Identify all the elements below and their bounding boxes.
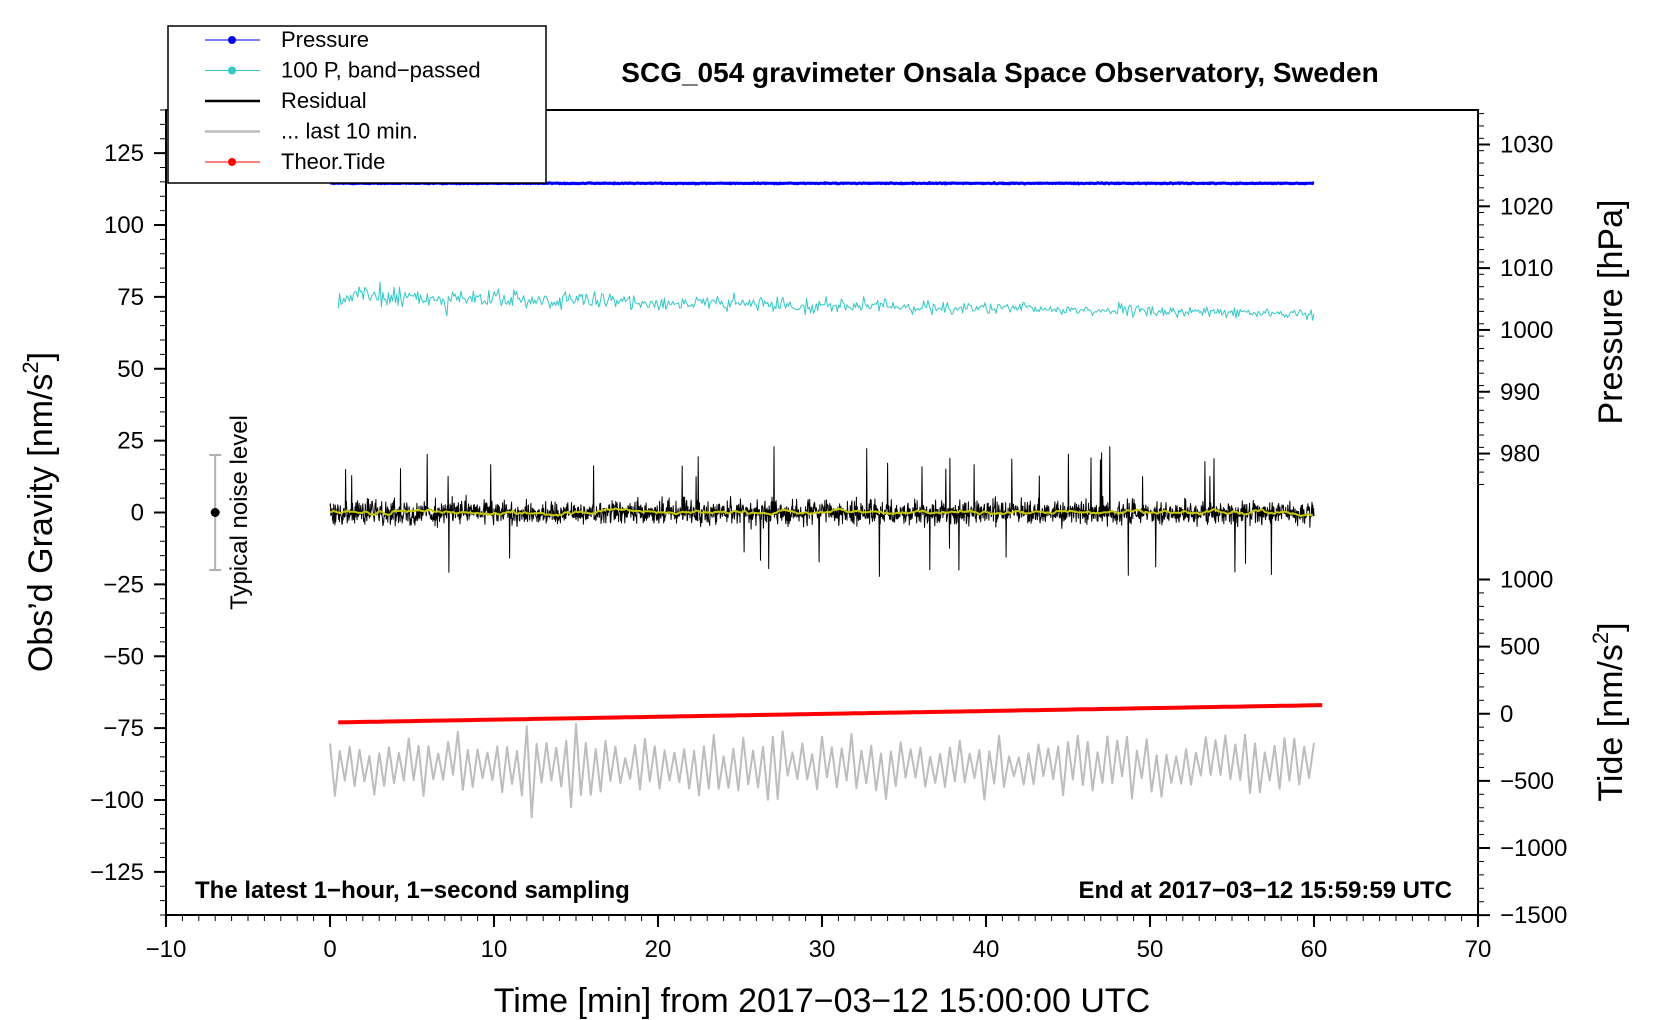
y-tick-label: −25 (103, 571, 144, 598)
tide-tick-label: 500 (1500, 634, 1540, 661)
legend-label: Pressure (281, 27, 369, 52)
series-pressure-bandpassed (337, 281, 1315, 321)
chart-title: SCG_054 gravimeter Onsala Space Observat… (621, 57, 1378, 88)
y-tick-label: −100 (90, 787, 144, 814)
y-title-tide-sup: 2 (1588, 632, 1613, 644)
x-tick-label: 0 (323, 936, 336, 963)
legend-label: ... last 10 min. (281, 119, 418, 144)
y-axis-gravity: 125 100 75 50 25 0 −25 −50 −75 −100 −125 (90, 109, 166, 916)
pressure-tick-label: 1030 (1500, 132, 1553, 159)
tide-tick-label: −1000 (1500, 835, 1567, 862)
y-title-gravity-sup: 2 (18, 361, 43, 373)
y-title-tide-main: Tide [nm/s (1592, 644, 1630, 801)
noise-indicator: Typical noise level (209, 415, 253, 610)
x-tick-label: −10 (146, 936, 187, 963)
pressure-tick-label: 990 (1500, 379, 1540, 406)
x-tick-label: 10 (481, 936, 508, 963)
y-tick-label: 125 (104, 140, 144, 167)
legend: Pressure 100 P, band−passed Residual ... la… (167, 25, 547, 184)
legend-marker (228, 66, 236, 75)
y-axis-tide: 1000 500 0 −500 −1000 −1500 (1478, 566, 1567, 929)
x-tick-label: 60 (1301, 936, 1328, 963)
y-axis-title-tide: Tide [nm/s2] (1588, 622, 1630, 801)
tide-tick-label: −1500 (1500, 902, 1567, 929)
x-tick-label: 40 (973, 936, 1000, 963)
legend-label: Theor.Tide (281, 149, 385, 174)
noise-level-label: Typical noise level (226, 415, 253, 610)
y-tick-label: 0 (131, 500, 144, 527)
legend-marker (228, 36, 236, 44)
sampling-note: The latest 1−hour, 1−second sampling (195, 877, 630, 904)
y-title-gravity-end: ] (22, 352, 60, 361)
x-axis-title: Time [min] from 2017−03−12 15:00:00 UTC (494, 982, 1150, 1020)
y-tick-label: −50 (103, 643, 144, 670)
x-tick-label: 30 (809, 936, 836, 963)
legend-label: 100 P, band−passed (281, 58, 481, 83)
y-tick-label: 50 (117, 356, 144, 383)
y-tick-label: −75 (103, 715, 144, 742)
x-axis: −10 0 10 20 30 40 50 60 70 (146, 915, 1492, 963)
legend-box (167, 25, 547, 184)
series-residual-smoothed (329, 507, 1313, 518)
y-tick-label: 100 (104, 212, 144, 239)
tide-tick-label: −500 (1500, 768, 1554, 795)
pressure-tick-label: 1020 (1500, 193, 1553, 220)
y-axis-pressure: 1030 1020 1010 1000 990 980 (1478, 113, 1553, 485)
x-tick-label: 70 (1465, 936, 1492, 963)
legend-marker (228, 158, 236, 166)
tide-tick-label: 1000 (1500, 566, 1553, 593)
y-title-tide-end: ] (1592, 622, 1630, 631)
tide-tick-label: 0 (1500, 701, 1513, 728)
y-axis-title-pressure: Pressure [hPa] (1592, 200, 1630, 425)
pressure-tick-label: 980 (1500, 441, 1540, 468)
y-title-gravity-main: Obs’d Gravity [nm/s (22, 374, 60, 673)
x-tick-label: 20 (645, 936, 672, 963)
series-layer (329, 181, 1323, 819)
legend-label: Residual (281, 88, 367, 113)
y-tick-label: 75 (117, 284, 144, 311)
pressure-tick-label: 1010 (1500, 255, 1553, 282)
noise-center-dot (210, 508, 220, 517)
x-tick-label: 50 (1137, 936, 1164, 963)
pressure-tick-label: 1000 (1500, 317, 1553, 344)
series-last-10-min (329, 723, 1315, 819)
y-axis-title-gravity: Obs’d Gravity [nm/s2] (18, 352, 60, 672)
end-time-note: End at 2017−03−12 15:59:59 UTC (1078, 877, 1452, 904)
y-tick-label: 25 (117, 428, 144, 455)
y-tick-label: −125 (90, 859, 144, 886)
series-theoretical-tide (338, 703, 1323, 725)
